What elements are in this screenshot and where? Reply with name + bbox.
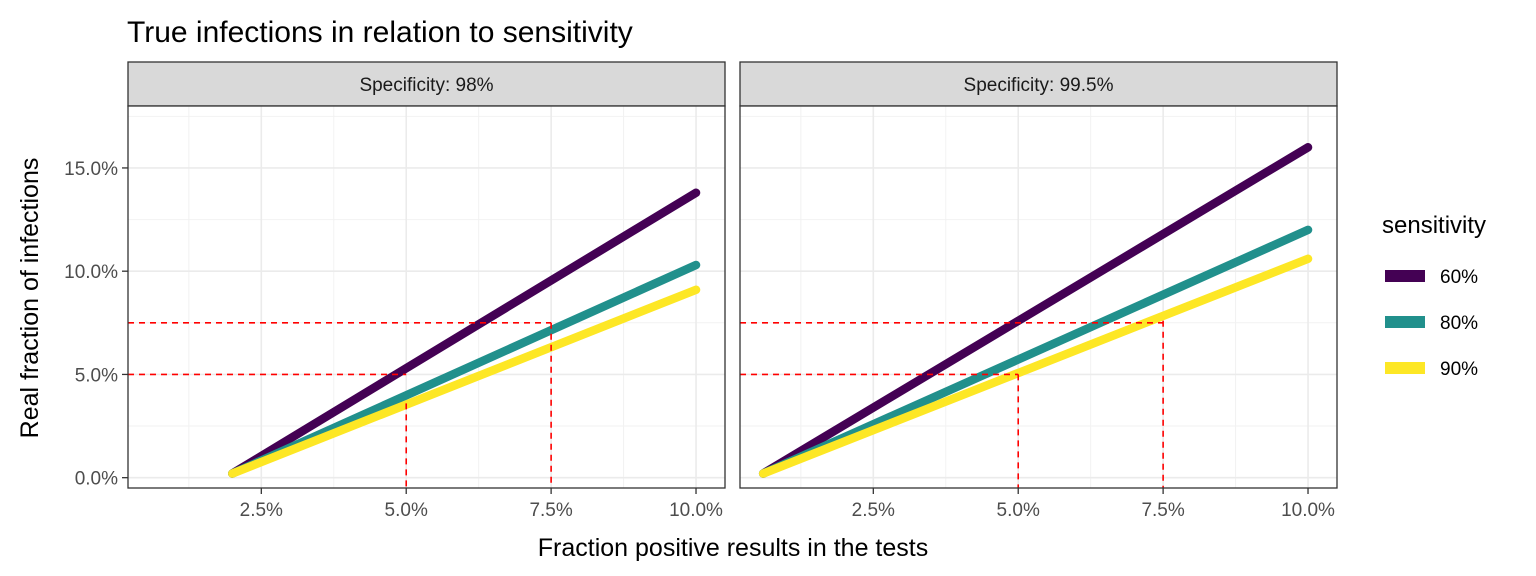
legend-key — [1385, 362, 1425, 374]
legend-label: 80% — [1440, 313, 1478, 334]
legend-title: sensitivity — [1382, 212, 1486, 239]
x-tick-label: 7.5% — [529, 500, 572, 521]
y-axis-title: Real fraction of infections — [16, 158, 44, 439]
facet-strip-label: Specificity: 99.5% — [964, 75, 1114, 96]
x-tick-label: 5.0% — [997, 500, 1040, 521]
series-line-60pct — [758, 143, 1313, 478]
y-tick-label: 5.0% — [75, 365, 118, 386]
x-tick-label: 2.5% — [852, 500, 895, 521]
panel-2: Specificity: 99.5% 2.5% 5.0% 7.5% 10.0% — [739, 61, 1338, 521]
x-axis-title: Fraction positive results in the tests — [538, 534, 928, 562]
legend-entry-90pct: 90% — [1385, 359, 1478, 380]
series-line-90pct — [228, 285, 701, 478]
series-line-60pct — [228, 188, 701, 478]
legend-entry-80pct: 80% — [1385, 313, 1478, 334]
x-tick-label: 10.0% — [669, 500, 723, 521]
x-tick-label: 7.5% — [1141, 500, 1184, 521]
facet-panels: Specificity: 98% 2.5% 5.0% 7.5% 10.0% 0.0% 5.0… — [64, 61, 1338, 521]
series-line-80pct — [758, 225, 1313, 478]
chart-title: True infections in relation to sensitivi… — [127, 16, 633, 49]
y-tick-label: 10.0% — [64, 262, 118, 283]
facet-strip-label: Specificity: 98% — [359, 75, 493, 96]
x-tick-label: 10.0% — [1281, 500, 1335, 521]
legend-key — [1385, 316, 1425, 328]
x-tick-label: 2.5% — [240, 500, 283, 521]
legend-entry-60pct: 60% — [1385, 267, 1478, 288]
panel-1: Specificity: 98% 2.5% 5.0% 7.5% 10.0% 0.0% 5.0… — [64, 61, 726, 521]
panel-border — [127, 105, 726, 489]
panel-border — [739, 105, 1338, 489]
facet-strip — [127, 61, 726, 107]
legend-key — [1385, 270, 1425, 282]
y-tick-label: 15.0% — [64, 159, 118, 180]
plot-background — [128, 106, 725, 488]
series-line-90pct — [758, 254, 1313, 478]
y-tick-label: 0.0% — [75, 469, 118, 490]
facet-strip — [739, 61, 1338, 107]
legend: sensitivity 60% 80% 90% — [1382, 212, 1486, 380]
legend-label: 60% — [1440, 267, 1478, 288]
x-tick-label: 5.0% — [385, 500, 428, 521]
legend-label: 90% — [1440, 359, 1478, 380]
